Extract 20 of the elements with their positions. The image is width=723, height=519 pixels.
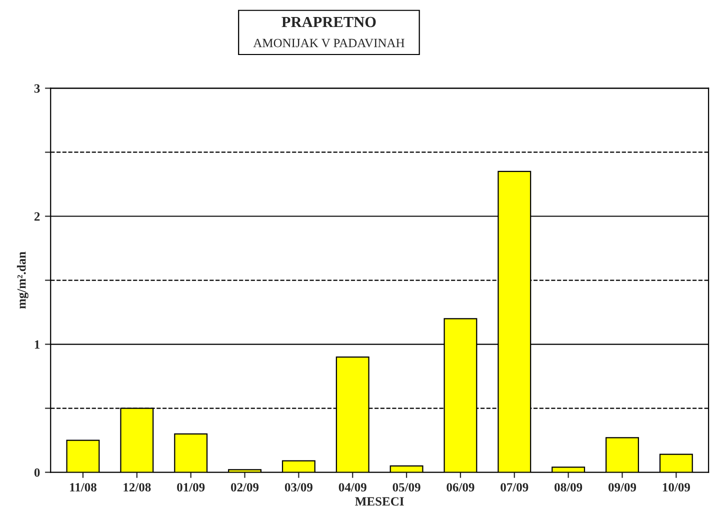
y-tick-label: 1 (34, 340, 40, 349)
chart-subtitle: AMONIJAK V PADAVINAH (253, 38, 404, 48)
y-tick-label: 0 (34, 468, 40, 477)
x-tick-label: 02/09 (230, 483, 259, 492)
x-tick-label: 06/09 (446, 483, 474, 492)
x-tick-label: 03/09 (284, 483, 312, 492)
x-tick-label: 04/09 (338, 483, 366, 492)
y-tick-label: 2 (34, 212, 40, 221)
x-tick-label: 01/09 (177, 483, 205, 492)
x-tick-label: 10/09 (662, 483, 690, 492)
x-tick-label: 09/09 (608, 483, 636, 492)
x-tick-label: 12/08 (124, 483, 151, 492)
x-axis-title: MESECI (355, 497, 404, 506)
y-tick-label: 3 (34, 84, 40, 93)
x-tick-label: 07/09 (500, 483, 528, 492)
chart-title: PRAPRETNO (282, 16, 376, 28)
y-axis-title: mg/m².dan (16, 252, 28, 309)
x-tick-label: 08/09 (554, 483, 582, 492)
x-tick-label: 05/09 (392, 483, 420, 492)
x-tick-label: 11/08 (70, 483, 96, 492)
